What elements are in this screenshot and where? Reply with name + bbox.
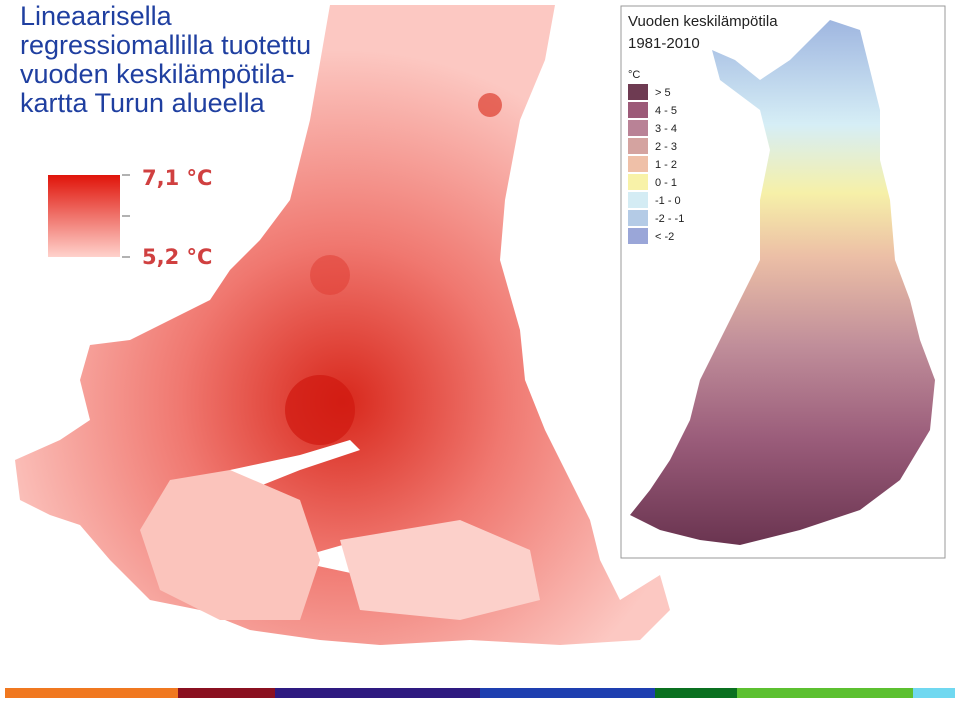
legend-label: -1 - 0: [655, 195, 681, 207]
title-line: Lineaarisella: [20, 1, 172, 31]
legend-swatch: [628, 174, 648, 190]
footer-stripe: [5, 688, 955, 698]
legend-swatch: [628, 102, 648, 118]
legend-swatch: [628, 192, 648, 208]
legend-label: 0 - 1: [655, 177, 677, 189]
title-line: regressiomallilla tuotettu: [20, 30, 312, 60]
legend-swatch: [628, 156, 648, 172]
inset-legend: > 5 4 - 5 3 - 4 2 - 3 1 - 2 0 - 1 -1 - 0 -2 - -…: [628, 84, 684, 244]
legend-label: 4 - 5: [655, 105, 677, 117]
legend-swatch: [628, 138, 648, 154]
title-line: kartta Turun alueella: [20, 88, 265, 118]
legend-swatch: [628, 210, 648, 226]
legend-label: -2 - -1: [655, 213, 684, 225]
legend-unit: °C: [628, 69, 640, 81]
legend-swatch: [628, 84, 648, 100]
legend-label: 1 - 2: [655, 159, 677, 171]
temperature-scale: [48, 175, 120, 257]
legend-label: > 5: [655, 87, 671, 99]
finland-map: [630, 20, 935, 545]
inset-period: 1981-2010: [628, 35, 700, 52]
scale-max-label: 7,1 °C: [142, 166, 212, 190]
legend-label: 2 - 3: [655, 141, 677, 153]
legend-label: < -2: [655, 231, 674, 243]
legend-swatch: [628, 228, 648, 244]
inset-title: Vuoden keskilämpötila: [628, 13, 778, 30]
title-line: vuoden keskilämpötila-: [20, 59, 295, 89]
slide-title: Lineaarisella regressiomallilla tuotettu…: [20, 2, 311, 118]
legend-swatch: [628, 120, 648, 136]
legend-label: 3 - 4: [655, 123, 677, 135]
scale-min-label: 5,2 °C: [142, 245, 212, 269]
turku-map: [15, 5, 670, 645]
